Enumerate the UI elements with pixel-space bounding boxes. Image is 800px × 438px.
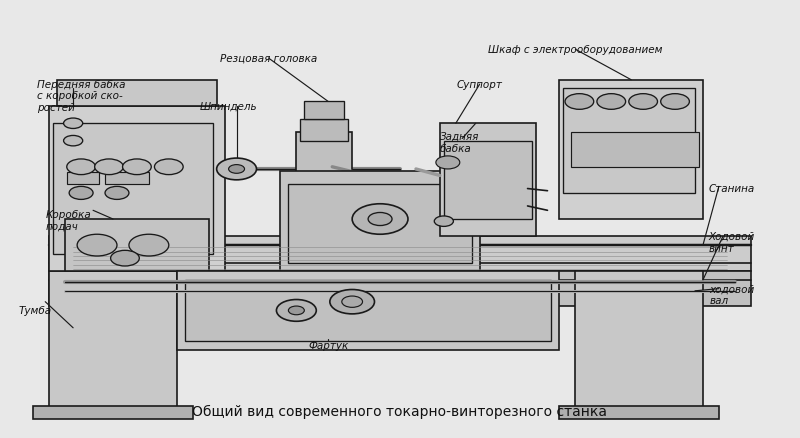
- Text: Коробка
подач: Коробка подач: [46, 210, 91, 232]
- Circle shape: [122, 159, 151, 175]
- Bar: [300, 119, 348, 141]
- Bar: [575, 271, 703, 410]
- Circle shape: [368, 212, 392, 226]
- Circle shape: [154, 159, 183, 175]
- Text: Резцовая головка: Резцовая головка: [220, 53, 317, 64]
- Circle shape: [342, 296, 362, 307]
- Bar: [57, 80, 217, 106]
- Bar: [559, 80, 703, 219]
- Bar: [444, 141, 531, 219]
- Bar: [54, 123, 213, 254]
- Bar: [185, 280, 551, 341]
- Bar: [50, 106, 225, 271]
- Text: Суппорт: Суппорт: [457, 80, 502, 90]
- Text: Тумба: Тумба: [19, 306, 52, 316]
- Bar: [281, 171, 480, 271]
- Bar: [66, 172, 98, 184]
- Text: ходовой
вал: ходовой вал: [710, 284, 754, 306]
- Circle shape: [288, 306, 304, 315]
- Circle shape: [330, 290, 374, 314]
- Circle shape: [129, 234, 169, 256]
- Circle shape: [63, 135, 82, 146]
- Bar: [177, 271, 559, 350]
- Text: Задняя
бабка: Задняя бабка: [440, 132, 479, 154]
- Circle shape: [277, 300, 316, 321]
- Circle shape: [661, 94, 690, 110]
- Text: Передняя бабка
с коробкой ско-
ростей: Передняя бабка с коробкой ско- ростей: [38, 80, 126, 113]
- Circle shape: [66, 159, 95, 175]
- Text: Фартук: Фартук: [308, 341, 348, 351]
- Circle shape: [105, 186, 129, 199]
- Circle shape: [69, 186, 93, 199]
- Text: Ходовой
винт: Ходовой винт: [709, 232, 754, 254]
- Circle shape: [110, 251, 139, 266]
- Bar: [50, 237, 750, 271]
- Circle shape: [217, 158, 257, 180]
- Bar: [34, 406, 193, 419]
- Text: Шкаф с электрооборудованием: Шкаф с электрооборудованием: [488, 45, 662, 55]
- Circle shape: [94, 159, 123, 175]
- Circle shape: [352, 204, 408, 234]
- Circle shape: [229, 165, 245, 173]
- Bar: [105, 172, 149, 184]
- Bar: [304, 102, 344, 119]
- Circle shape: [629, 94, 658, 110]
- Bar: [559, 406, 719, 419]
- Text: Общий вид современного токарно-винторезного станка: Общий вид современного токарно-винторезн…: [193, 405, 607, 419]
- Bar: [50, 271, 750, 306]
- Text: Станина: Станина: [709, 184, 754, 194]
- Circle shape: [436, 156, 460, 169]
- Circle shape: [63, 118, 82, 128]
- Bar: [571, 132, 699, 167]
- Bar: [563, 88, 695, 193]
- Circle shape: [597, 94, 626, 110]
- Bar: [50, 271, 177, 410]
- Bar: [440, 123, 535, 237]
- Circle shape: [565, 94, 594, 110]
- Text: Шпиндель: Шпиндель: [200, 102, 258, 112]
- Bar: [65, 219, 209, 271]
- Circle shape: [77, 234, 117, 256]
- Circle shape: [434, 216, 454, 226]
- Bar: [288, 184, 472, 262]
- Bar: [296, 132, 352, 176]
